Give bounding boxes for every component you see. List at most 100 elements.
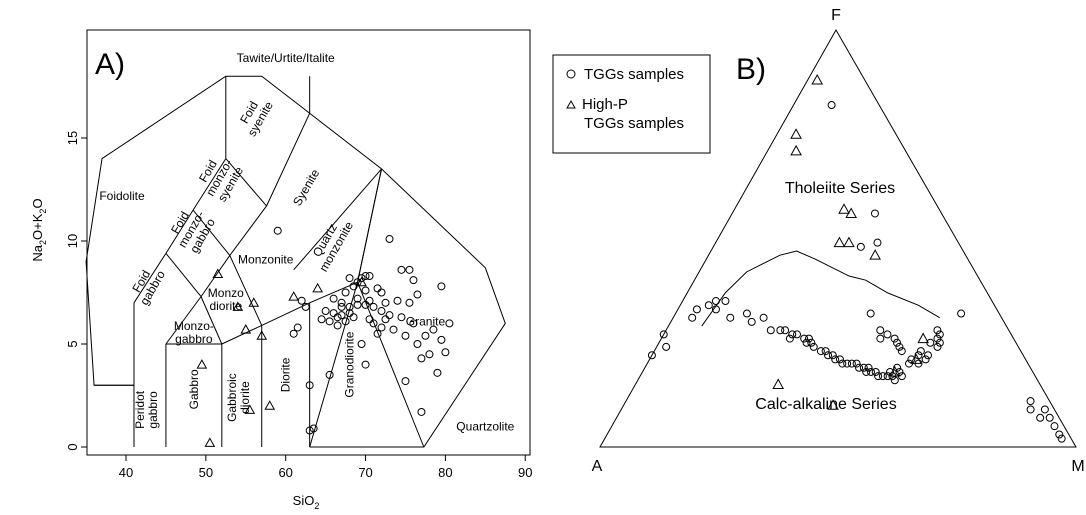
field-label: Granodiorite [343,331,357,397]
tggs-sample-point [726,313,735,322]
tggs-sample-point [866,309,875,318]
field-label: Monzonite [238,253,294,267]
field-boundary-line [192,158,227,211]
high-p-sample-point [312,282,323,293]
panel-a-tas: 40 50 60 70 80 90 0 5 10 15 Tawite/Urtite/Italit… [30,29,532,511]
tggs-sample-point [321,307,330,316]
tggs-sample-point [692,305,701,314]
tggs-sample-point [788,330,797,339]
x-tick-label: 40 [119,465,133,480]
field-label: Gabbroicdiorite [225,373,252,422]
tggs-sample-point [852,359,861,368]
region-label-calc-alkaline: Calc-alkaline Series [755,396,896,413]
tggs-sample-point [413,340,422,348]
tggs-sample-point [862,367,871,376]
tggs-sample-point [349,282,358,291]
tggs-sample-point [688,313,697,322]
tggs-sample-point [333,321,342,330]
high-p-sample-point [212,268,224,278]
region-label-tholeiite: Tholeiite Series [785,180,895,197]
field-label: Foidolite [99,189,145,203]
x-tick-label: 50 [199,465,213,480]
tggs-sample-point [305,381,314,390]
tggs-sample-point [781,326,790,335]
tggs-sample-point [361,300,370,309]
tggs-sample-point [377,288,386,297]
high-p-sample-point [256,330,268,340]
tggs-sample-point [864,363,873,372]
tggs-sample-point [385,311,394,320]
tggs-sample-point [838,359,847,368]
tggs-sample-point [361,272,370,281]
tggs-sample-point [742,309,751,318]
panel-a-label: A) [95,48,125,81]
tggs-sample-point [357,340,366,348]
field-boundary-line [261,302,310,326]
field-label: Diorite [279,357,293,392]
field-label: Granite [406,314,446,328]
tggs-sample-point [874,372,883,381]
tggs-sample-point [397,313,406,322]
tas-field-boundaries [85,75,506,448]
tggs-sample-point [895,342,904,351]
field-label: Foidmonzo-gabbro [164,202,219,257]
high-p-sample-point [843,236,855,248]
high-p-sample-point [264,400,276,410]
field-boundary-line [200,255,231,297]
tggs-sample-point [405,265,414,274]
tggs-sample-point [873,238,882,247]
tggs-sample-point [397,265,406,274]
legend-box [552,54,711,154]
tggs-sample-point [365,315,374,324]
tggs-sample-point [369,302,378,311]
tggs-sample-point [935,330,944,339]
tggs-sample-point [353,294,362,303]
tggs-sample-point [353,300,362,309]
field-boundary-line [165,253,202,297]
tggs-sample-point [831,355,840,364]
high-p-sample-point [240,324,252,334]
tggs-sample-point [835,355,844,364]
tggs-sample-point [389,325,398,334]
tggs-sample-point [329,294,338,303]
field-label: Peridotgabbro [133,390,160,429]
tggs-sample-point [1026,397,1035,406]
tggs-sample-point [429,325,438,334]
legend: TGGs samples High-P TGGs samples [552,54,711,154]
tggs-sample-point [441,348,450,357]
tggs-sample-point [843,359,852,368]
tggs-sample-point [824,351,833,360]
x-tick-label: 90 [518,465,532,480]
tggs-sample-point [866,367,875,376]
vertex-label-m: M [1071,458,1084,475]
tggs-sample-point [876,334,885,343]
high-p-sample-point [838,203,850,214]
high-p-sample-point [232,301,244,311]
x-tick-label: 80 [438,465,452,480]
tggs-sample-point [393,296,402,305]
tggs-sample-point [802,338,811,347]
tggs-sample-point [433,368,442,377]
tggs-sample-point [341,288,350,297]
high-p-sample-point [910,353,922,364]
tggs-sample-point [365,296,374,305]
field-label: Quartzolite [456,420,514,434]
tggs-sample-point [859,363,868,372]
tggs-sample-point [413,290,422,299]
tggs-sample-point [793,330,801,339]
legend-circle-marker [566,69,576,79]
tggs-sample-point [409,319,418,328]
tggs-sample-point [721,297,730,306]
tggs-sample-point [333,313,342,322]
tggs-sample-point [659,330,668,339]
tggs-sample-point [856,242,865,251]
tggs-sample-point [876,326,885,335]
tggs-sample-point [916,347,925,356]
tggs-sample-point [377,307,386,316]
tggs-sample-point [809,342,818,351]
tggs-sample-point [647,351,656,360]
sample-points [196,226,454,447]
x-tick-label: 60 [278,465,292,480]
tggs-sample-point [890,334,899,343]
